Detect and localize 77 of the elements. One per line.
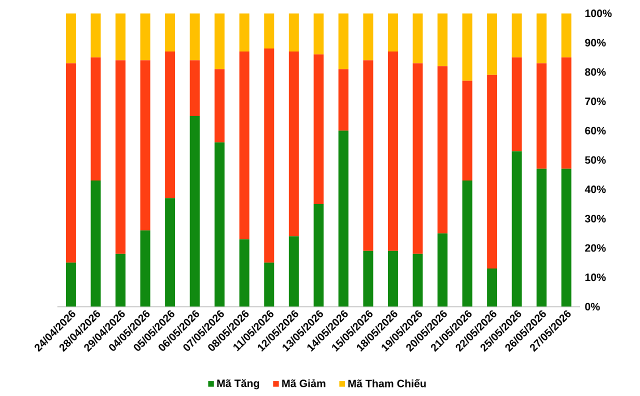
legend-label: Mã Tăng: [217, 379, 260, 390]
bar: [412, 63, 423, 254]
bar: [90, 13, 101, 58]
y-tick-label: 90%: [585, 38, 606, 46]
bar: [314, 54, 324, 204]
bar: [338, 13, 348, 70]
y-tick-label: 40%: [584, 186, 606, 194]
bar: [90, 57, 101, 181]
bar: [438, 233, 448, 307]
bar: [512, 13, 522, 58]
y-tick-label: 80%: [585, 68, 606, 76]
bar: [462, 13, 472, 81]
bar: [90, 180, 101, 307]
bar: [314, 204, 324, 307]
y-tick-label: 60%: [585, 126, 606, 134]
bar: [512, 151, 522, 307]
bar: [412, 13, 423, 64]
bar: [116, 254, 126, 307]
bar: [239, 51, 250, 240]
y-tick-label: 70%: [585, 98, 606, 106]
bar: [165, 13, 176, 52]
bar: [512, 57, 522, 152]
y-tick-label: 0%: [585, 302, 600, 310]
bar: [140, 230, 150, 307]
bar: [66, 13, 76, 64]
y-tick-label: 100%: [585, 10, 612, 18]
bar: [314, 13, 324, 54]
bar: [487, 13, 498, 75]
bar: [561, 168, 572, 307]
bar: [363, 60, 374, 251]
bar: [214, 13, 225, 70]
bar: [338, 130, 348, 307]
bar: [487, 74, 498, 269]
bar: [116, 60, 126, 254]
bar: [190, 13, 200, 60]
y-tick-label: 50%: [585, 156, 606, 164]
bar: [239, 239, 250, 307]
bar: [264, 13, 274, 49]
bar: [140, 13, 150, 60]
bar: [438, 66, 448, 234]
bar: [264, 48, 274, 263]
bar: [536, 168, 547, 307]
bar: [363, 250, 374, 307]
bar: [288, 13, 299, 52]
bar: [536, 63, 547, 169]
bar: [363, 13, 374, 60]
bar: [536, 13, 547, 64]
legend-label: Mã Tham Chiếu: [348, 379, 426, 388]
legend-label: Mã Giảm: [282, 379, 326, 388]
bar: [66, 63, 76, 263]
bar: [388, 51, 398, 251]
bar: [239, 13, 250, 52]
bar: [561, 57, 572, 169]
bar: [66, 262, 76, 307]
bar: [487, 268, 498, 307]
bar: [288, 236, 299, 307]
bar: [412, 254, 423, 307]
bar: [165, 51, 176, 198]
bar: [190, 116, 200, 307]
bar: [264, 262, 274, 307]
bar: [214, 69, 225, 142]
bar: [388, 250, 398, 307]
bar: [438, 13, 448, 66]
bar: [288, 51, 299, 236]
bar: [214, 142, 225, 307]
y-tick-label: 10%: [585, 274, 606, 282]
bar: [116, 13, 126, 60]
bar: [388, 13, 398, 52]
bar: [561, 13, 572, 58]
y-tick-label: 20%: [585, 244, 606, 252]
bar: [462, 80, 472, 181]
bar: [165, 198, 176, 307]
bar: [140, 60, 150, 230]
bar: [462, 180, 472, 307]
bar: [338, 69, 348, 131]
y-tick-label: 30%: [584, 214, 606, 222]
bar: [190, 60, 200, 116]
